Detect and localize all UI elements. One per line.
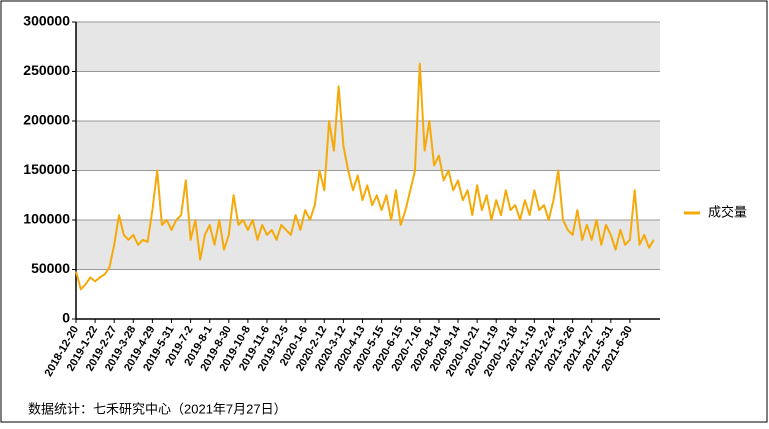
- y-tick-label: 250000: [23, 62, 70, 78]
- series-line: [75, 62, 655, 291]
- y-tick-label: 300000: [23, 13, 70, 29]
- y-tick-label: 0: [62, 310, 70, 326]
- y-tick-label: 100000: [23, 211, 70, 227]
- grid-band: [76, 121, 660, 171]
- source-note: 数据统计：七禾研究中心（2021年7月27日）: [28, 401, 287, 416]
- grid-band: [76, 220, 660, 270]
- y-tick-label: 150000: [23, 161, 70, 177]
- legend-label: 成交量: [708, 204, 747, 219]
- grid-band: [76, 22, 660, 72]
- y-tick-label: 50000: [31, 260, 70, 276]
- y-tick-label: 200000: [23, 112, 70, 128]
